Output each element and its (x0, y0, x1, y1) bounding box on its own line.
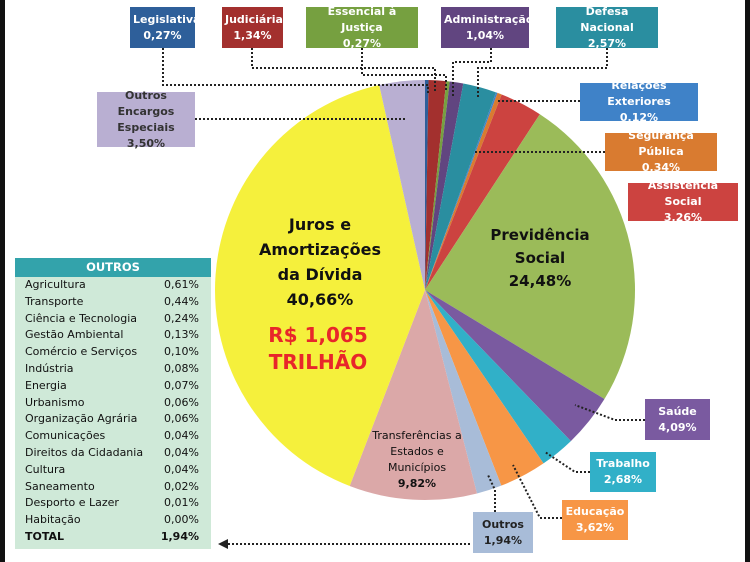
pie-slice-judiciaria (425, 80, 447, 291)
pie-slice-legislativa (425, 80, 429, 290)
pie-slice-previdencia-social (425, 114, 635, 400)
label-relacoes-exteriores: Relações Exteriores 0,12% (580, 79, 698, 124)
label-transferencias: Transferências a Estados e Municípios 9,82% (372, 429, 462, 490)
label-essencial-justica: Essencial à Justiça 0,27% (306, 5, 418, 50)
row-value: 0,07% (164, 378, 199, 392)
pie-slice-defesa-nacional (425, 83, 497, 290)
row-value: 0,04% (164, 445, 199, 459)
outros-table-total: TOTAL 1,94% (15, 529, 211, 546)
outros-table: OUTROS Agricultura 0,61% Transporte 0,44% Ci… (15, 258, 211, 549)
outros-table-row: Saneamento 0,02% (15, 479, 211, 496)
label-assistencia-social: Assistência Social 3,26% (628, 179, 738, 224)
row-name: Organização Agrária (25, 412, 138, 426)
label-judiciaria: Judiciária 1,34% (222, 7, 283, 48)
leader-trabalho (544, 451, 590, 473)
row-name: Cultura (25, 462, 66, 476)
pie-slice-trabalho (425, 290, 571, 464)
label-educacao: Educação 3,62% (562, 500, 628, 540)
row-value: 0,01% (164, 496, 199, 510)
label-outros-encargos: Outros Encargos Especiais 3,50% (97, 89, 195, 150)
outros-table-row: Indústria 0,08% (15, 361, 211, 378)
row-value: 0,10% (164, 345, 199, 359)
row-name: Agricultura (25, 278, 86, 291)
label-saude: Saúde 4,09% (645, 399, 710, 440)
row-value: 0,06% (164, 412, 199, 426)
row-name: Comunicações (25, 429, 106, 443)
row-name: Desporto e Lazer (25, 496, 119, 510)
row-value: 0,08% (164, 361, 199, 375)
row-value: 0,44% (164, 294, 199, 308)
label-trabalho: Trabalho 2,68% (590, 452, 656, 492)
label-administracao: Administração 1,04% (441, 7, 533, 48)
row-name: Direitos da Cidadania (25, 445, 144, 459)
leader-judiciaria (251, 48, 436, 92)
right-border (745, 0, 750, 562)
row-name: Energia (25, 378, 67, 392)
row-name: Ciência e Tecnologia (25, 311, 138, 325)
leader-administracao (452, 48, 492, 96)
row-value: 0,04% (164, 462, 199, 476)
pie-slice-seguranca-publica (425, 92, 502, 290)
outros-table-row: Comércio e Serviços 0,10% (15, 344, 211, 361)
row-name: Gestão Ambiental (25, 328, 124, 342)
label-defesa-nacional: Defesa Nacional 2,57% (556, 5, 658, 50)
row-name: Comércio e Serviços (25, 345, 138, 359)
pie-slice-outros-encargos-especiais (379, 80, 425, 290)
pie-slice-outros (425, 290, 502, 494)
total-annotation: R$ 1,065 TRILHÃO (268, 323, 368, 374)
row-name: Indústria (25, 361, 74, 375)
outros-table-row: Direitos da Cidadania 0,04% (15, 445, 211, 462)
row-name: Transporte (25, 294, 84, 308)
row-value: 0,00% (164, 513, 199, 527)
leader-defesa (477, 48, 608, 98)
outros-table-row: Ciência e Tecnologia 0,24% (15, 311, 211, 328)
outros-table-row: Energia 0,07% (15, 378, 211, 395)
pie-slice-relacoes-exteriores (425, 92, 498, 290)
outros-table-row: Cultura 0,04% (15, 462, 211, 479)
row-value: 0,24% (164, 311, 199, 325)
left-border (0, 0, 5, 562)
row-name: Saneamento (25, 479, 95, 493)
pie-slice-educacao (425, 290, 544, 486)
pie-slice-administracao (425, 81, 464, 291)
total-label: TOTAL (25, 529, 65, 543)
leader-educacao (512, 464, 562, 519)
pie-slice-essencial-a-justica (425, 81, 450, 290)
arrow-head (218, 539, 228, 549)
leader-essencial (361, 48, 447, 92)
leader-saude (574, 404, 645, 421)
leader-outros (487, 474, 496, 512)
outros-table-row: Agricultura 0,61% (15, 277, 211, 294)
total-value: 1,94% (160, 529, 199, 543)
outros-table-row: Organização Agrária 0,06% (15, 411, 211, 428)
row-name: Habitação (25, 513, 81, 527)
label-legislativa: Legislativa 0,27% (130, 7, 200, 48)
outros-table-row: Desporto e Lazer 0,01% (15, 495, 211, 512)
pie-slice-transferencias-a-estados-e-municipios (349, 290, 477, 501)
outros-table-row: Urbanismo 0,06% (15, 395, 211, 412)
row-value: 0,13% (164, 328, 199, 342)
pie-slice-assistencia-social (425, 94, 540, 290)
row-name: Urbanismo (25, 395, 85, 409)
leader-lines (162, 48, 645, 545)
label-juros: Juros e Amortizações da Dívida 40,66% (258, 215, 382, 309)
label-seguranca-publica: Segurança Pública 0,34% (605, 129, 717, 174)
pie-slice-juros-e-amortizacoes-da-divida (214, 85, 425, 487)
outros-table-row: Transporte 0,44% (15, 294, 211, 311)
row-value: 0,04% (164, 429, 199, 443)
leader-legislativa (162, 48, 429, 95)
outros-table-title: OUTROS (15, 258, 211, 277)
row-value: 0,06% (164, 395, 199, 409)
outros-table-row: Gestão Ambiental 0,13% (15, 327, 211, 344)
row-value: 0,61% (164, 278, 199, 291)
outros-table-row: Habitação 0,00% (15, 512, 211, 529)
row-value: 0,02% (164, 479, 199, 493)
label-outros: Outros 1,94% (473, 512, 533, 553)
outros-table-row: Comunicações 0,04% (15, 428, 211, 445)
pie-slice-saude (425, 290, 605, 442)
label-previdencia: Previdência Social 24,48% (490, 226, 590, 290)
